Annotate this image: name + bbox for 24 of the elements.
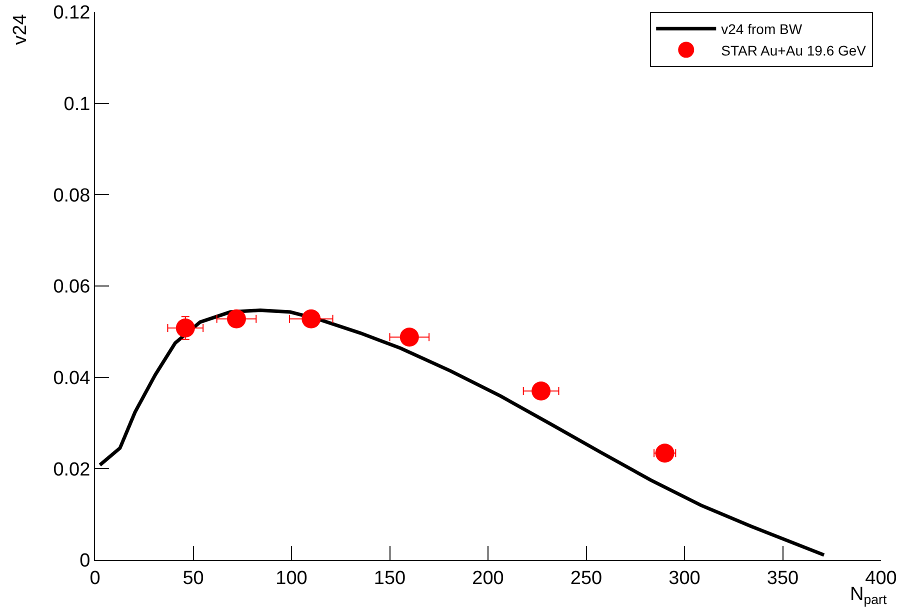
x-tick-label: 200 [472,568,504,589]
point [176,318,195,338]
point [226,309,246,328]
x-tick-label: 100 [276,568,308,589]
y-tick-label: 0.08 [53,185,90,206]
y-tick-label: 0.1 [64,94,90,115]
y-tick-label: 0.04 [53,368,91,389]
x-tick-label: 50 [182,568,204,589]
point [302,309,321,328]
point [400,328,419,347]
y-tick-label: 0.02 [53,459,90,480]
x-tick-label: 150 [374,568,406,589]
y-tick-label: 0.12 [53,2,90,24]
legend-label: STAR Au+Au 19.6 GeV [721,42,867,58]
point [532,382,551,401]
line-series [98,308,826,557]
point [655,444,674,463]
x-tick-label: 350 [766,568,799,589]
x-tick-label: 300 [668,568,700,589]
x-tick-label: 250 [570,568,602,589]
legend-label: v24 from BW [721,21,803,38]
y-axis-title: v24 [10,14,31,45]
y-tick-label: 0.06 [53,276,90,298]
y-tick-label: 0 [80,550,90,572]
